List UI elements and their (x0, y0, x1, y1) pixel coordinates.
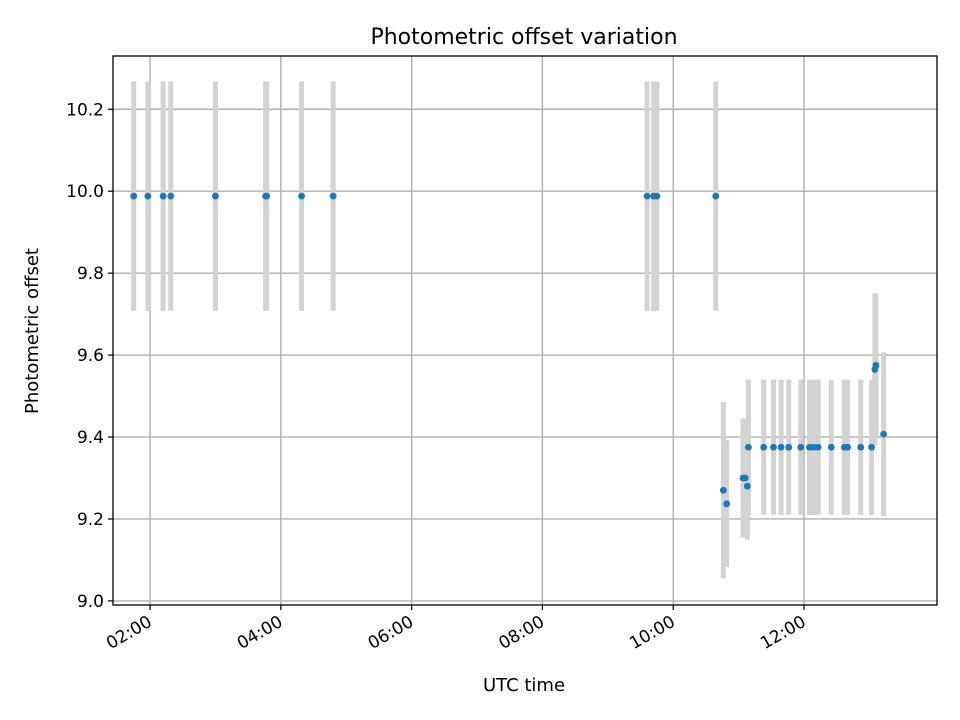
y-tick-label: 9.0 (77, 592, 104, 612)
data-point (712, 192, 720, 200)
data-point (880, 430, 887, 438)
data-point (159, 192, 167, 200)
y-tick-label: 10.0 (66, 182, 104, 202)
data-point (814, 443, 822, 451)
x-tick-label: 04:00 (234, 612, 286, 654)
data-point (857, 443, 865, 451)
data-point (298, 192, 305, 200)
data-point (263, 192, 271, 200)
plot-frame (112, 55, 938, 606)
data-point (844, 443, 852, 451)
x-tick-label: 10:00 (626, 612, 678, 654)
x-axis-label: UTC time (483, 675, 565, 696)
y-tick-label: 9.4 (77, 428, 104, 448)
x-tick-label: 06:00 (365, 612, 417, 654)
data-point (785, 443, 793, 451)
y-tick-label: 9.6 (77, 346, 104, 366)
data-point (827, 443, 835, 451)
data-point (777, 443, 785, 451)
errorbar-layer (131, 81, 887, 579)
chart-title: Photometric offset variation (370, 25, 677, 50)
data-point (329, 192, 337, 200)
data-point (167, 192, 175, 200)
data-point (743, 482, 751, 490)
data-point (797, 443, 805, 451)
data-point (741, 474, 749, 482)
data-point (872, 361, 880, 369)
point-layer (130, 192, 887, 508)
x-tick-label: 02:00 (103, 612, 155, 654)
y-tick-label: 9.8 (77, 264, 104, 284)
x-tick-label: 08:00 (496, 612, 548, 654)
x-tick-label: 12:00 (757, 612, 809, 654)
data-point (653, 192, 661, 200)
data-point (144, 192, 152, 200)
data-point (212, 192, 219, 200)
y-tick-label: 9.2 (77, 510, 104, 530)
data-point (643, 192, 651, 200)
y-axis-label: Photometric offset (22, 248, 43, 414)
data-point (723, 500, 731, 508)
data-point (868, 443, 876, 451)
data-point (130, 192, 138, 200)
grid-layer (113, 56, 937, 605)
data-point (770, 443, 777, 451)
data-point (760, 443, 768, 451)
y-tick-label: 10.2 (66, 100, 104, 120)
data-point (745, 443, 752, 451)
data-point (719, 486, 727, 494)
tick-layer: 02:00 04:00 06:00 08:00 10:00 12:00 9.0 9.2 9.4 9… (66, 100, 809, 654)
